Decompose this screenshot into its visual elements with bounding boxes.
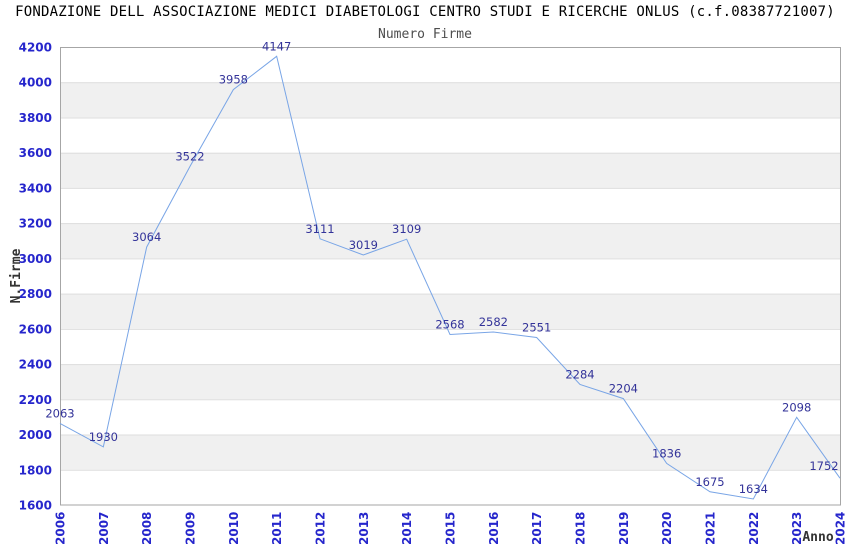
x-tick-label: 2022 [747, 512, 761, 545]
x-axis-title: Anno [802, 530, 833, 545]
point-label: 2284 [565, 368, 594, 382]
point-label: 3019 [349, 238, 378, 252]
point-label: 4147 [262, 39, 291, 53]
x-tick-label: 2019 [617, 512, 631, 545]
y-tick-label: 3200 [19, 217, 52, 231]
y-tick-label: 3400 [19, 181, 52, 195]
point-label: 2204 [609, 382, 638, 396]
y-tick-label: 2400 [19, 358, 52, 372]
point-label: 3064 [132, 230, 161, 244]
x-tick-label: 2014 [400, 512, 414, 545]
point-label: 1752 [809, 459, 838, 473]
x-tick-label: 2006 [54, 512, 68, 545]
y-tick-label: 3800 [19, 111, 52, 125]
x-tick-label: 2020 [660, 512, 674, 545]
x-tick-label: 2015 [444, 512, 458, 545]
x-tick-label: 2024 [834, 512, 848, 545]
x-tick-label: 2010 [227, 512, 241, 545]
plot-band [60, 82, 840, 118]
point-label: 1930 [89, 430, 118, 444]
y-tick-label: 1800 [19, 463, 52, 477]
x-axis-tick-labels: 2006 2007 2008 2009 2010 2011 2012 2013 2014 2015… [54, 512, 848, 545]
point-label: 3958 [219, 73, 248, 87]
plot-band [60, 364, 840, 400]
x-tick-label: 2023 [790, 512, 804, 545]
x-tick-label: 2007 [97, 512, 111, 545]
x-tick-label: 2011 [270, 512, 284, 545]
point-label: 2551 [522, 320, 551, 334]
x-tick-label: 2017 [530, 512, 544, 545]
point-label: 3111 [305, 222, 334, 236]
x-tick-label: 2021 [704, 512, 718, 545]
x-tick-label: 2018 [574, 512, 588, 545]
plot-band [60, 293, 840, 329]
point-label: 3109 [392, 222, 421, 236]
x-tick-label: 2008 [140, 512, 154, 545]
y-tick-label: 2000 [19, 428, 52, 442]
y-axis-tick-labels: 4200 4000 3800 3600 3400 3200 3000 2800 2600 2400… [19, 41, 52, 513]
plot-gridlines [60, 82, 840, 471]
chart-title: FONDAZIONE DELL ASSOCIAZIONE MEDICI DIAB… [15, 4, 835, 20]
point-label: 2582 [479, 315, 508, 329]
y-tick-label: 4000 [19, 76, 52, 90]
point-label: 3522 [175, 149, 204, 163]
plot-band [60, 434, 840, 470]
plot-band [60, 223, 840, 259]
point-label: 2098 [782, 400, 811, 414]
x-tick-label: 2013 [357, 512, 371, 545]
y-tick-label: 3000 [19, 252, 52, 266]
series-line [59, 55, 841, 500]
y-tick-label: 2600 [19, 322, 52, 336]
plot-border [60, 47, 841, 506]
y-tick-label: 3600 [19, 146, 52, 160]
y-axis-title: N.Firme [9, 248, 24, 303]
y-tick-label: 4200 [19, 41, 52, 55]
x-tick-label: 2012 [314, 512, 328, 545]
point-label: 2568 [435, 317, 464, 331]
y-tick-label: 2200 [19, 393, 52, 407]
point-label: 1634 [739, 482, 768, 496]
y-tick-label: 1600 [19, 499, 52, 513]
plot-bands [60, 82, 840, 470]
x-tick-label: 2009 [184, 512, 198, 545]
point-label: 1675 [695, 475, 724, 489]
plot-band [60, 152, 840, 188]
point-label: 2063 [45, 406, 74, 420]
y-tick-label: 2800 [19, 287, 52, 301]
data-point-labels: 2063 1930 3064 3522 3958 4147 3111 3019 3109 2568… [45, 39, 838, 496]
x-tick-label: 2016 [487, 512, 501, 545]
point-label: 1836 [652, 446, 681, 460]
chart-subtitle: Numero Firme [378, 27, 472, 42]
